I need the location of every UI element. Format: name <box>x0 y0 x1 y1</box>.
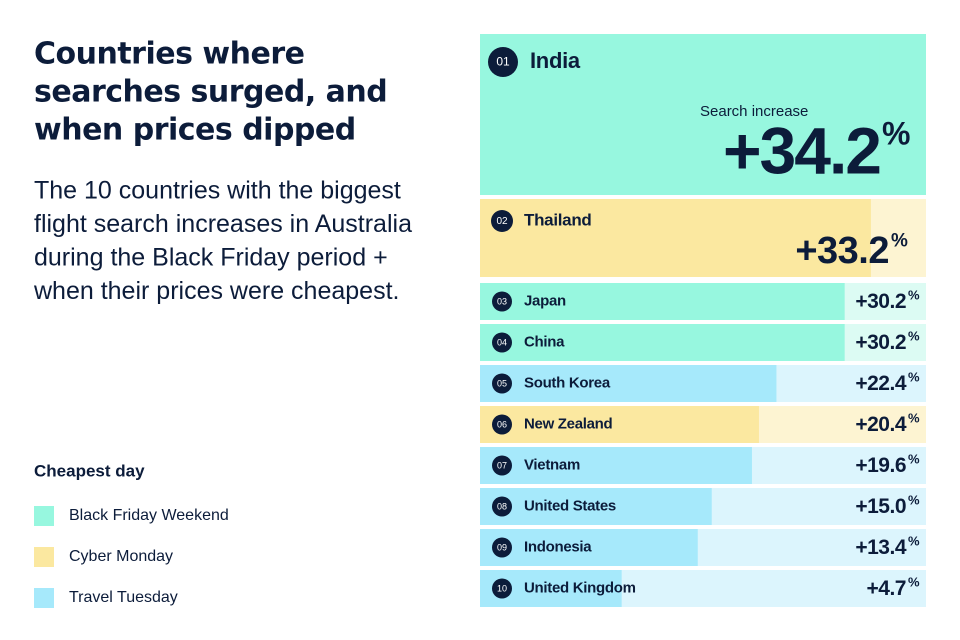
rank-badge <box>492 578 512 599</box>
title-line: searches surged, and <box>34 75 387 110</box>
country-name: Vietnam <box>524 456 580 473</box>
bar <box>480 34 880 195</box>
value-suffix: % <box>882 116 910 152</box>
rank: 08 <box>497 501 507 511</box>
value-label: +19.6 <box>855 454 906 477</box>
value-label: +30.2 <box>855 331 906 354</box>
country-name: United States <box>524 497 616 514</box>
value-label: +22.4 <box>855 372 906 395</box>
bar <box>480 488 712 525</box>
bar <box>480 365 777 402</box>
rank-badge <box>492 373 512 394</box>
legend-label: Travel Tuesday <box>69 589 178 606</box>
rank: 09 <box>497 542 507 552</box>
country-name: Thailand <box>524 210 592 229</box>
country-name: India <box>530 48 581 73</box>
value-suffix: % <box>908 575 920 590</box>
rank-badge <box>492 291 512 312</box>
bar <box>480 283 845 320</box>
rank-badge <box>492 455 512 476</box>
value-suffix: % <box>908 534 920 549</box>
rank-badge <box>492 332 512 353</box>
value-label: +33.2 <box>795 230 889 272</box>
rank: 02 <box>496 216 508 227</box>
value-label: +13.4 <box>855 536 906 559</box>
bar <box>480 529 698 566</box>
country-name: South Korea <box>524 374 611 391</box>
value-heading: Search increase <box>700 103 808 120</box>
rank: 01 <box>496 55 510 69</box>
title-line: Countries where <box>34 37 304 72</box>
value-suffix: % <box>908 493 920 508</box>
rank: 07 <box>497 460 507 470</box>
legend-label: Cyber Monday <box>69 548 173 565</box>
country-name: United Kingdom <box>524 579 636 596</box>
value-suffix: % <box>908 370 920 385</box>
subtitle-line: during the Black Friday period + <box>34 244 388 272</box>
value-label: +34.2 <box>723 113 880 187</box>
legend-swatch <box>34 506 54 526</box>
bar <box>480 324 845 361</box>
value-suffix: % <box>908 452 920 467</box>
country-name: Japan <box>524 292 566 309</box>
rank: 06 <box>497 419 507 429</box>
rank: 10 <box>497 583 507 593</box>
bar <box>480 447 752 484</box>
value-suffix: % <box>908 288 920 303</box>
rank-badge <box>492 537 512 558</box>
legend-label: Black Friday Weekend <box>69 507 229 524</box>
value-suffix: % <box>908 329 920 344</box>
rank-badge <box>491 210 513 232</box>
value-label: +20.4 <box>855 413 906 436</box>
bar <box>480 406 759 443</box>
value-suffix: % <box>908 411 920 426</box>
value-label: +30.2 <box>855 290 906 313</box>
rank-badge <box>488 47 518 77</box>
rank: 03 <box>497 296 507 306</box>
value-label: +15.0 <box>855 495 906 518</box>
rank-badge <box>492 496 512 517</box>
subtitle-line: when their prices were cheapest. <box>33 277 399 305</box>
legend-swatch <box>34 588 54 608</box>
bar <box>480 199 871 277</box>
subtitle-line: The 10 countries with the biggest <box>34 177 401 205</box>
rank: 04 <box>497 337 507 347</box>
title-line: when prices dipped <box>34 113 356 148</box>
country-name: China <box>524 333 565 350</box>
legend-swatch <box>34 547 54 567</box>
value-suffix: % <box>891 231 908 252</box>
value-label: +4.7 <box>867 577 906 600</box>
rank: 05 <box>497 378 507 388</box>
country-name: New Zealand <box>524 415 613 432</box>
country-name: Indonesia <box>524 538 592 555</box>
rank-badge <box>492 414 512 435</box>
subtitle-line: flight search increases in Australia <box>34 210 412 238</box>
legend-title: Cheapest day <box>34 461 145 480</box>
